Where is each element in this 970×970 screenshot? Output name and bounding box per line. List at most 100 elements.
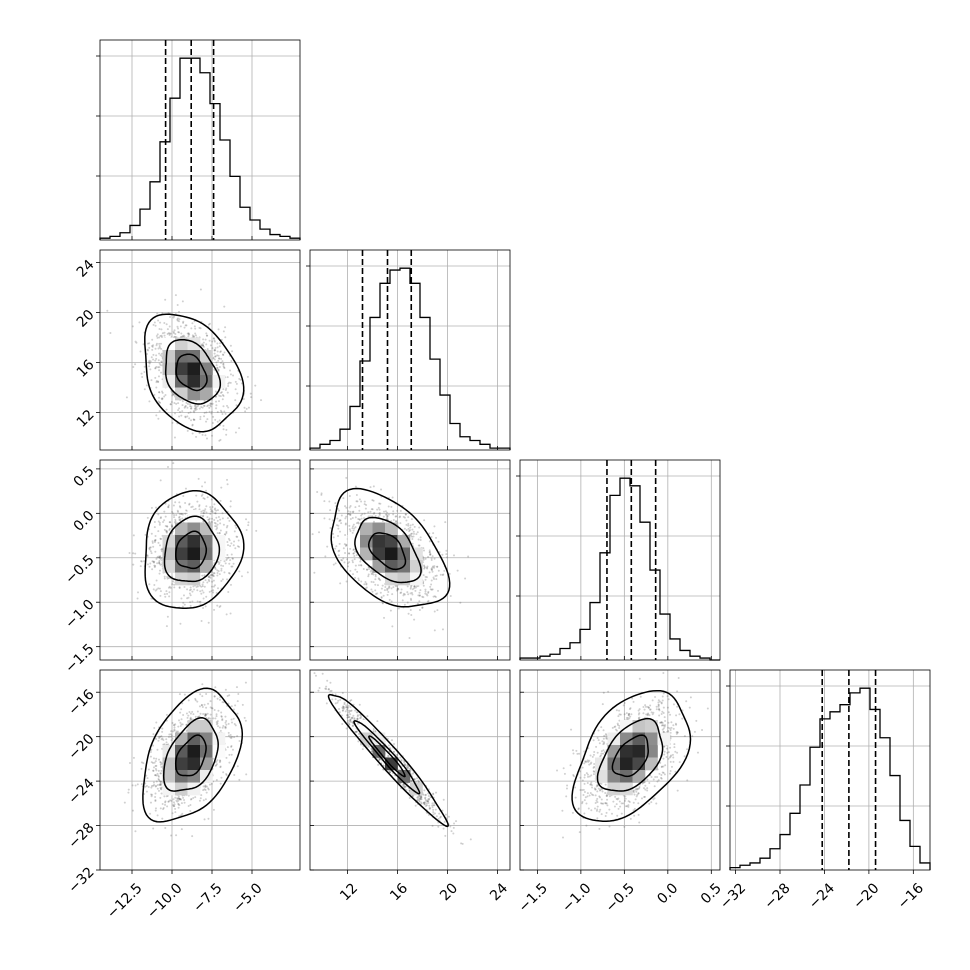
- sample-point: [349, 719, 352, 722]
- sample-point: [372, 728, 375, 731]
- sample-point: [227, 382, 230, 385]
- sample-point: [218, 726, 221, 729]
- sample-point: [213, 695, 216, 698]
- sample-point: [189, 798, 192, 801]
- sample-point: [593, 751, 596, 754]
- sample-point: [596, 808, 599, 811]
- sample-point: [345, 706, 348, 709]
- sample-point: [426, 800, 429, 803]
- sample-point: [208, 339, 211, 342]
- sample-point: [397, 588, 400, 591]
- sample-point: [222, 365, 225, 368]
- sample-point: [195, 408, 198, 411]
- sample-point: [196, 715, 199, 718]
- sample-point: [671, 753, 674, 756]
- sample-point: [234, 524, 237, 527]
- sample-point: [409, 767, 412, 770]
- sample-point: [661, 765, 664, 768]
- sample-point: [647, 706, 650, 709]
- sample-point: [358, 509, 361, 512]
- sample-point: [202, 404, 205, 407]
- sample-point: [131, 809, 134, 812]
- sample-point: [203, 512, 206, 515]
- sample-point: [422, 547, 425, 550]
- sample-point: [348, 561, 351, 564]
- sample-point: [411, 588, 414, 591]
- sample-point: [660, 777, 663, 780]
- sample-point: [615, 803, 618, 806]
- sample-point: [599, 796, 602, 799]
- sample-point: [179, 725, 182, 728]
- sample-point: [164, 525, 167, 528]
- sample-point: [150, 748, 153, 751]
- density-cell: [632, 720, 646, 733]
- sample-point: [364, 580, 367, 583]
- sample-point: [372, 512, 375, 515]
- sample-point: [619, 805, 622, 808]
- sample-point: [597, 729, 600, 732]
- sample-point: [353, 718, 356, 721]
- sample-point: [178, 407, 181, 410]
- sample-point: [662, 757, 665, 760]
- sample-point: [345, 727, 348, 730]
- sample-point: [208, 518, 211, 521]
- sample-point: [165, 741, 168, 744]
- sample-point: [202, 713, 205, 716]
- sample-point: [602, 691, 605, 694]
- sample-point: [167, 311, 170, 314]
- sample-point: [638, 708, 641, 711]
- y-tick-label: 12: [74, 407, 98, 431]
- sample-point: [194, 507, 197, 510]
- density-cell: [645, 732, 658, 746]
- sample-point: [225, 774, 228, 777]
- contour-0: [142, 687, 244, 823]
- sample-point: [180, 512, 183, 515]
- sample-point: [236, 535, 239, 538]
- sample-point: [208, 580, 211, 583]
- sample-point: [627, 713, 630, 716]
- sample-point: [212, 572, 215, 575]
- sample-point: [193, 588, 196, 591]
- sample-point: [158, 737, 161, 740]
- sample-point: [354, 564, 357, 567]
- sample-point: [407, 516, 410, 519]
- sample-point: [338, 519, 341, 522]
- sample-point: [187, 699, 190, 702]
- sample-point: [345, 544, 348, 547]
- sample-point: [605, 795, 608, 798]
- sample-point: [158, 758, 161, 761]
- sample-point: [351, 527, 354, 530]
- sample-point: [185, 401, 188, 404]
- sample-point: [227, 406, 230, 409]
- sample-point: [209, 405, 212, 408]
- sample-point: [386, 515, 389, 518]
- sample-point: [424, 575, 427, 578]
- sample-point: [176, 800, 179, 803]
- sample-point: [233, 773, 236, 776]
- sample-point: [427, 813, 430, 816]
- sample-point: [204, 338, 207, 341]
- sample-point: [338, 711, 341, 714]
- sample-point: [437, 589, 440, 592]
- sample-point: [220, 486, 223, 489]
- sample-point: [230, 542, 233, 545]
- sample-point: [221, 718, 224, 721]
- sample-point: [159, 760, 162, 763]
- sample-point: [404, 513, 407, 516]
- sample-point: [334, 562, 337, 565]
- sample-point: [177, 803, 180, 806]
- sample-point: [229, 373, 232, 376]
- sample-point: [161, 398, 164, 401]
- sample-point: [585, 760, 588, 763]
- sample-point: [221, 726, 224, 729]
- sample-point: [340, 714, 343, 717]
- sample-point: [212, 717, 215, 720]
- sample-point: [646, 713, 649, 716]
- density-cell: [187, 720, 201, 733]
- sample-point: [166, 332, 169, 335]
- sample-point: [662, 730, 665, 733]
- sample-point: [362, 718, 365, 721]
- sample-point: [423, 803, 426, 806]
- sample-point: [136, 783, 139, 786]
- sample-point: [649, 708, 652, 711]
